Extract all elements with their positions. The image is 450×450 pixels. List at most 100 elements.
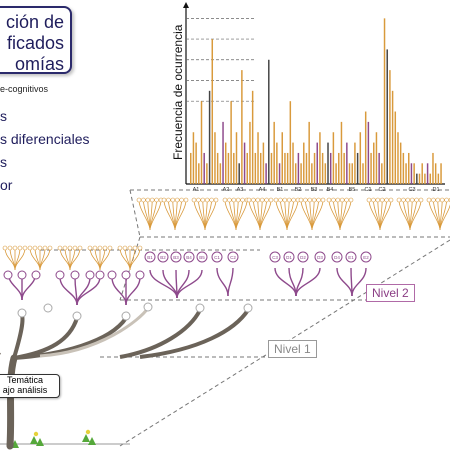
level-3-node [326,197,332,203]
trunk [6,354,18,450]
level-2-node [70,270,80,280]
orange-branch [379,199,392,231]
chart-bar [348,163,351,184]
level-2-node [170,251,182,263]
level-2-node [211,251,223,263]
level-2-node-label: D3 [317,255,323,260]
orange-branch [69,247,81,271]
chart-bar [429,173,432,184]
level-2-node-label: D4 [334,255,340,260]
level-3-node [298,197,304,203]
x-tick-label: C2 [378,187,385,193]
level-2-node [183,251,195,263]
plane-edge [119,239,450,447]
level-3-node [213,197,219,203]
chart-bar [297,152,300,184]
flower [33,431,39,437]
chart-bar [356,152,359,184]
chart-bar [222,121,224,184]
chart-bar [308,121,310,184]
purple-branch [295,267,321,297]
level-3-node [371,197,376,203]
title-line-3: omías [14,54,64,74]
list-item-1: s [0,108,7,124]
level-3-node [268,197,274,203]
level-2-node-label: B4 [186,255,192,260]
chart-bar [278,163,281,184]
level-3-node [418,197,424,203]
level-3-node [107,245,113,251]
level-3-node [117,245,123,251]
chart-bar [246,152,249,184]
level-3-node [405,197,411,203]
level-3-node [375,197,381,203]
level-2-node [196,251,208,263]
level-3-node [246,197,252,203]
level-3-node [331,197,336,203]
level-3-node [32,245,38,251]
level-3-node [154,197,159,203]
level-2-node [360,251,372,263]
level-1-node [43,303,53,313]
x-tick-label: B2 [295,187,302,193]
chart-bar [262,142,265,184]
chart-bar [254,152,257,184]
level-3-node [145,197,151,203]
perspective-planes [0,189,450,448]
purple-branch [351,267,367,297]
chart-bar [259,152,262,184]
level-2-node [157,251,169,263]
x-tick-label: B5 [349,187,356,193]
level-3-node [92,245,98,251]
level-2-node-label: B2 [160,255,166,260]
x-tick-label: A2 [223,187,230,193]
level-3-node [209,197,214,203]
chart-bar [375,132,378,184]
purple-branch [76,276,101,306]
orange-branch [94,247,101,271]
chart-bar [233,152,235,184]
orange-branch [286,199,299,231]
level-3-node [282,197,288,203]
level-3-node [42,245,48,251]
level-3-node [235,197,241,203]
level-2-node [297,251,309,263]
level-2-node-label: D1 [286,255,292,260]
grass-tuft [82,434,90,442]
level-3-node [348,197,354,203]
level-2-node [144,251,156,263]
chart-bar [383,18,386,185]
chart-bar [216,152,219,184]
tematica-line-1: Temática [6,375,43,385]
level-3-node [200,197,206,203]
level-3-node [149,197,155,203]
x-tick-label: C3 [408,187,415,193]
list-item-2: s diferenciales [0,131,90,147]
chart-bar [424,173,426,184]
orange-branch [311,199,324,231]
chart-bar [284,152,286,184]
chart-bar [224,142,227,184]
level-3-node [141,197,146,203]
level-2-node [31,270,41,280]
list-item-3: s [0,154,7,170]
chart-bar [432,152,434,184]
level-3-node [12,245,18,251]
x-tick-label: D1 [432,187,439,193]
level-3-node [366,197,372,203]
chart-bar [410,163,413,184]
chart-bar [276,142,278,184]
level-2-node [55,270,65,280]
chart-bar [238,163,240,184]
chart-bar [367,121,370,184]
level-2-node-label: B5 [199,255,205,260]
orange-branch [64,247,71,271]
chart-bar [421,163,423,184]
level-3-node [444,197,449,203]
orange-branch [124,247,131,271]
chart-bar [192,132,195,184]
level-2-node [283,251,295,263]
orange-branch [9,247,16,271]
chart-bar [300,163,302,184]
orange-branch [204,199,217,231]
